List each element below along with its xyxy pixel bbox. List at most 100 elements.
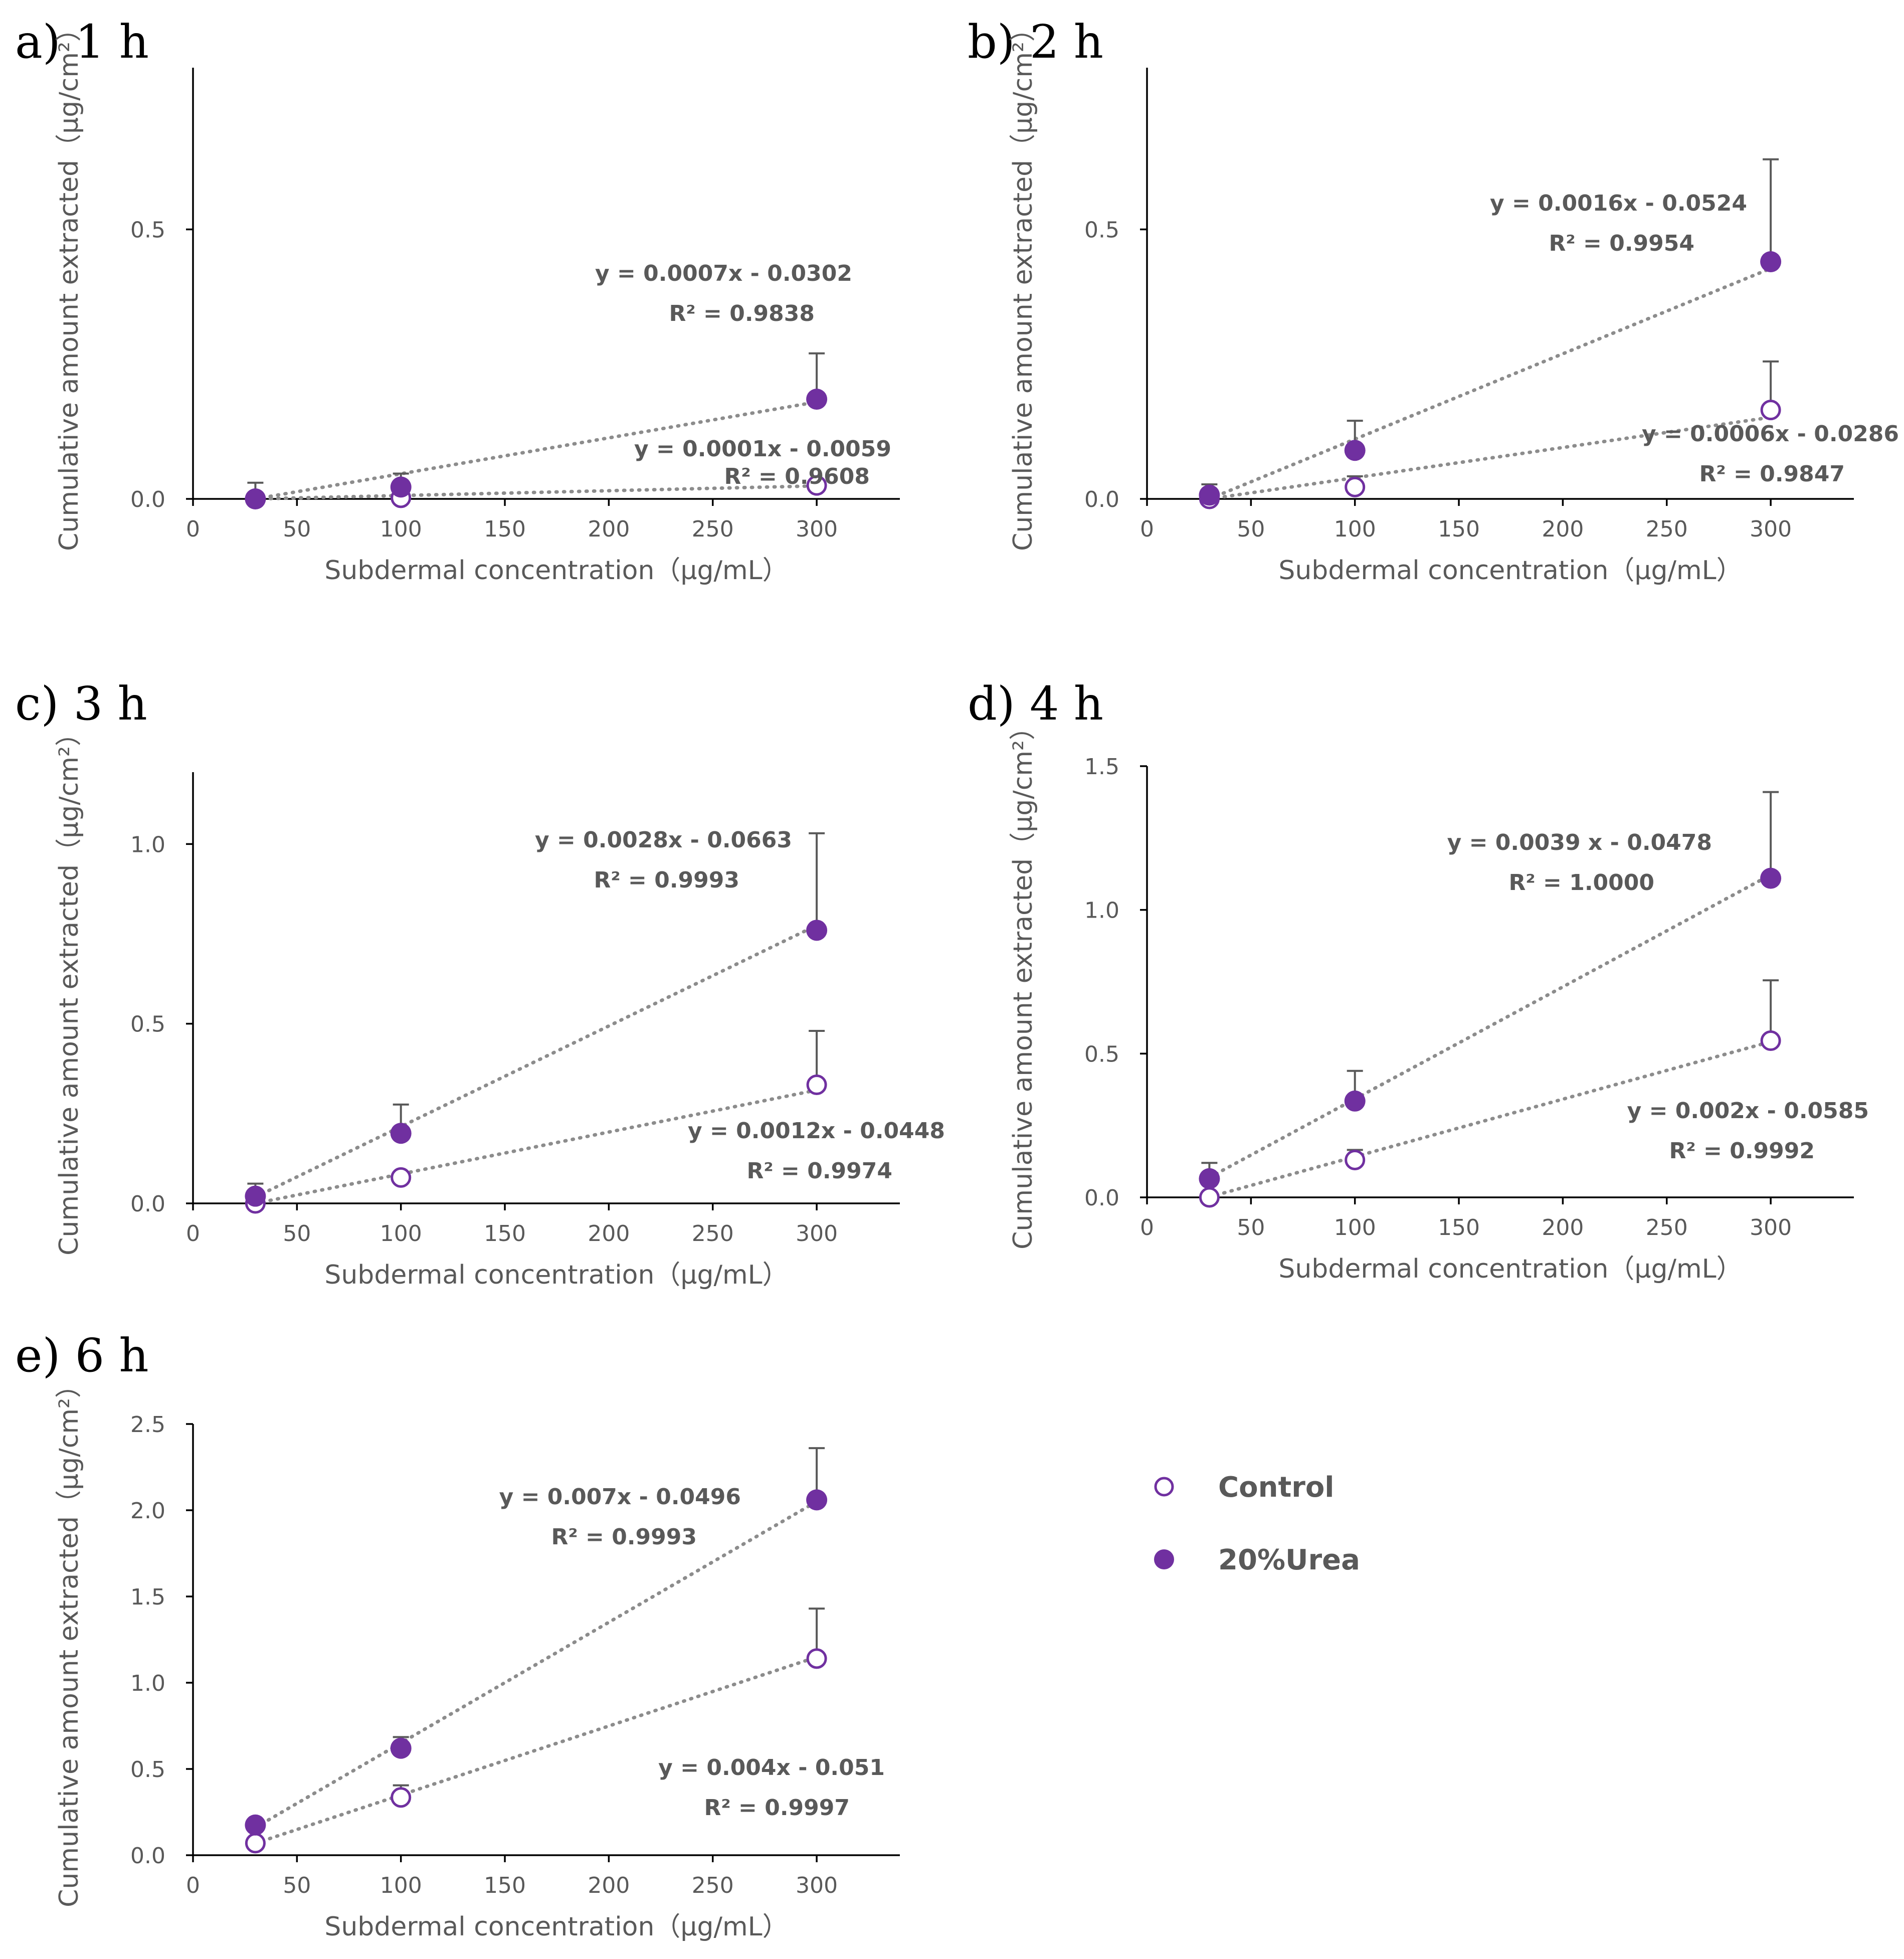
r-squared-urea: R² = 1.0000 xyxy=(1509,870,1654,896)
x-tick-label: 0 xyxy=(1140,516,1154,542)
r-squared-urea: R² = 0.9993 xyxy=(551,1524,697,1550)
equation-urea: y = 0.007x - 0.0496 xyxy=(499,1484,741,1510)
data-point-control xyxy=(1345,1149,1366,1170)
equation-control: y = 0.0012x - 0.0448 xyxy=(688,1118,945,1144)
data-point-control xyxy=(806,1075,827,1095)
data-point-urea xyxy=(1199,1168,1220,1189)
x-tick-label: 300 xyxy=(796,1873,838,1898)
y-tick-label: 0.0 xyxy=(130,1191,165,1217)
data-point-urea xyxy=(1344,440,1366,461)
y-tick-label: 0.5 xyxy=(130,218,165,243)
y-axis-title: Cumulative amount extracted（μg/cm²） xyxy=(54,720,84,1256)
y-tick-label: 2.5 xyxy=(130,1412,165,1438)
x-tick-label: 50 xyxy=(283,1221,311,1246)
legend: Control 20%Urea xyxy=(1154,1471,1360,1576)
x-tick-label: 100 xyxy=(1334,1215,1376,1240)
trendline-control xyxy=(1207,415,1773,501)
data-point-urea xyxy=(1344,1090,1366,1112)
data-point-control xyxy=(1760,1030,1781,1051)
data-point-control xyxy=(1760,400,1781,421)
data-point-control xyxy=(391,1167,412,1188)
x-axis-title: Subdermal concentration（μg/mL） xyxy=(1278,556,1742,586)
data-point-urea xyxy=(390,476,412,498)
equation-urea: y = 0.0016x - 0.0524 xyxy=(1490,191,1747,216)
x-tick-label: 50 xyxy=(1237,516,1265,542)
x-tick-label: 200 xyxy=(588,1873,630,1898)
equation-urea: y = 0.0028x - 0.0663 xyxy=(535,827,792,853)
data-point-control xyxy=(245,1833,266,1854)
x-tick-label: 50 xyxy=(1237,1215,1265,1240)
r-squared-urea: R² = 0.9954 xyxy=(1549,231,1694,256)
x-tick-label: 50 xyxy=(283,516,311,542)
trendline-control xyxy=(253,1655,819,1845)
equation-urea: y = 0.0039 x - 0.0478 xyxy=(1447,830,1712,855)
y-tick-label: 0.5 xyxy=(1084,218,1119,243)
x-tick-label: 150 xyxy=(484,1873,526,1898)
trendline-control xyxy=(253,1088,819,1205)
data-point-urea xyxy=(245,488,266,509)
y-tick-label: 1.5 xyxy=(1084,754,1119,780)
x-tick-label: 0 xyxy=(186,1221,200,1246)
data-point-urea xyxy=(1760,251,1782,272)
data-point-control xyxy=(806,1648,827,1669)
data-point-control xyxy=(1345,476,1366,497)
data-point-urea xyxy=(1199,484,1220,506)
chart-panels: a) 1 h 0 50 100 150 200 250 300 0.0 0.5 Subdermal … xyxy=(15,15,1899,1942)
x-tick-label: 150 xyxy=(1438,1215,1480,1240)
panel-label: e) 6 h xyxy=(15,1329,149,1382)
x-tick-label: 150 xyxy=(484,516,526,542)
chart-panel-5: e) 6 h 0 50 100 150 200 250 300 0.0 0.5 1.0 1.5 2.0 2… xyxy=(15,1329,900,1942)
x-tick-label: 300 xyxy=(796,1221,838,1246)
data-point-urea xyxy=(806,920,828,941)
x-tick-label: 250 xyxy=(692,1221,734,1246)
y-tick-label: 0.0 xyxy=(130,487,165,512)
x-tick-label: 0 xyxy=(186,1873,200,1898)
equation-control: y = 0.002x - 0.0585 xyxy=(1627,1098,1869,1124)
x-tick-label: 100 xyxy=(380,1221,422,1246)
chart-panel-2: b) 2 h 0 50 100 150 200 250 300 0.0 0.5 Subdermal … xyxy=(968,15,1899,586)
y-tick-label: 1.0 xyxy=(1084,898,1119,924)
r-squared-urea: R² = 0.9838 xyxy=(669,301,815,326)
panel-label: d) 4 h xyxy=(968,677,1103,731)
x-tick-label: 150 xyxy=(484,1221,526,1246)
x-axis-title: Subdermal concentration（μg/mL） xyxy=(1278,1254,1742,1284)
y-tick-label: 1.0 xyxy=(130,1671,165,1696)
panel-label: c) 3 h xyxy=(15,677,147,731)
x-tick-label: 100 xyxy=(1334,516,1376,542)
x-tick-label: 300 xyxy=(1750,1215,1792,1240)
x-axis-title: Subdermal concentration（μg/mL） xyxy=(324,556,788,586)
r-squared-control: R² = 0.9847 xyxy=(1699,461,1845,487)
x-tick-label: 200 xyxy=(588,516,630,542)
y-tick-label: 1.5 xyxy=(130,1584,165,1610)
chart-panel-1: a) 1 h 0 50 100 150 200 250 300 0.0 0.5 Subdermal … xyxy=(15,15,900,586)
y-axis-title: Cumulative amount extracted（μg/cm²） xyxy=(54,16,84,551)
panel-label: b) 2 h xyxy=(968,15,1103,69)
y-tick-label: 0.5 xyxy=(130,1757,165,1783)
x-tick-label: 50 xyxy=(283,1873,311,1898)
y-tick-label: 0.0 xyxy=(1084,1185,1119,1211)
r-squared-control: R² = 0.9992 xyxy=(1669,1138,1815,1164)
x-tick-label: 100 xyxy=(380,1873,422,1898)
data-point-urea xyxy=(245,1814,266,1836)
trendline-urea xyxy=(1207,266,1773,501)
x-axis-title: Subdermal concentration（μg/mL） xyxy=(324,1260,788,1290)
equation-urea: y = 0.0007x - 0.0302 xyxy=(595,261,852,286)
data-point-control xyxy=(391,1787,412,1808)
equation-control: y = 0.0006x - 0.0286 xyxy=(1642,421,1899,447)
y-tick-label: 0.5 xyxy=(1084,1041,1119,1067)
equation-control: y = 0.0001x - 0.0059 xyxy=(634,436,891,462)
data-point-urea xyxy=(806,389,828,410)
y-tick-label: 0.0 xyxy=(130,1843,165,1869)
y-axis-title: Cumulative amount extracted（μg/cm²） xyxy=(54,1372,84,1907)
data-point-urea xyxy=(1760,867,1782,889)
x-tick-label: 250 xyxy=(1646,1215,1688,1240)
trendline-urea xyxy=(253,1500,819,1830)
x-tick-label: 250 xyxy=(692,516,734,542)
trendline-urea xyxy=(253,924,819,1199)
data-point-urea xyxy=(806,1489,828,1511)
legend-label-control: Control xyxy=(1218,1471,1335,1504)
y-axis-title: Cumulative amount extracted（μg/cm²） xyxy=(1008,16,1038,551)
x-tick-label: 300 xyxy=(1750,516,1792,542)
trendline-control xyxy=(1207,1040,1773,1199)
